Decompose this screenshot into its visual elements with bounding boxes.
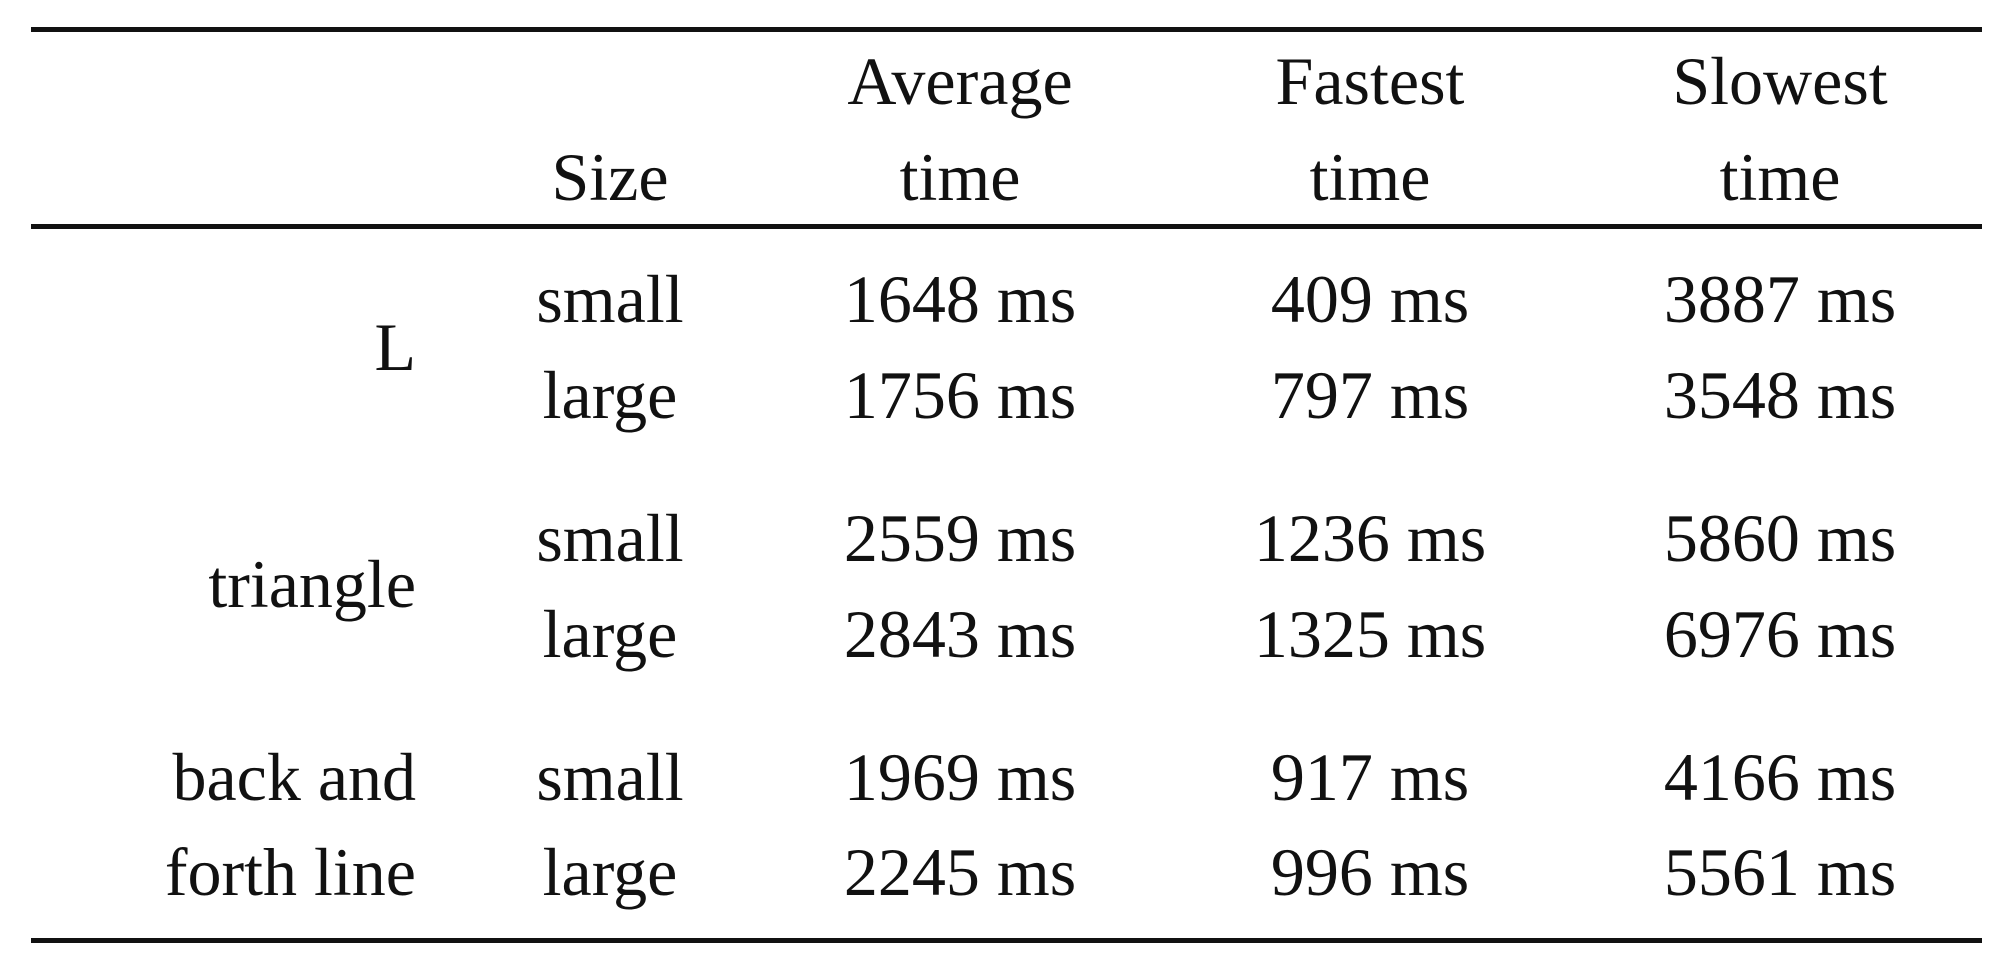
size-cell: small [536, 500, 684, 576]
slowest-time-cell: 5860 ms [1663, 500, 1897, 576]
fastest-time-cell: 917 ms [1270, 739, 1470, 815]
slowest-time-cell: 3548 ms [1663, 357, 1897, 433]
average-time-cell: 1648 ms [843, 261, 1077, 337]
fastest-time-cell: 1236 ms [1253, 500, 1487, 576]
average-time-cell: 2245 ms [843, 834, 1077, 910]
shape-label-line2: forth line [164, 834, 416, 910]
average-time-cell: 2559 ms [843, 500, 1077, 576]
average-time-cell: 1756 ms [843, 357, 1077, 433]
slowest-time-cell: 5561 ms [1663, 834, 1897, 910]
header-slowest-line1: Slowest [1672, 43, 1888, 119]
header-fastest-line2: time [1309, 139, 1431, 215]
header-average-line1: Average [847, 43, 1073, 119]
shape-label-line1: back and [172, 739, 416, 815]
table-bottom-rule [31, 938, 1982, 943]
header-average-line2: time [899, 139, 1021, 215]
header-slowest-line2: time [1719, 139, 1841, 215]
shape-label: triangle [208, 546, 416, 622]
size-cell: small [536, 739, 684, 815]
size-cell: large [542, 596, 678, 672]
size-cell: small [536, 261, 684, 337]
header-fastest-line1: Fastest [1275, 43, 1465, 119]
average-time-cell: 1969 ms [843, 739, 1077, 815]
fastest-time-cell: 996 ms [1270, 834, 1470, 910]
fastest-time-cell: 409 ms [1270, 261, 1470, 337]
slowest-time-cell: 3887 ms [1663, 261, 1897, 337]
slowest-time-cell: 4166 ms [1663, 739, 1897, 815]
fastest-time-cell: 1325 ms [1253, 596, 1487, 672]
header-bottom-rule [31, 224, 1982, 229]
table-top-rule [31, 27, 1982, 32]
header-size: Size [551, 139, 669, 215]
size-cell: large [542, 834, 678, 910]
slowest-time-cell: 6976 ms [1663, 596, 1897, 672]
shape-label: L [374, 309, 416, 385]
fastest-time-cell: 797 ms [1270, 357, 1470, 433]
size-cell: large [542, 357, 678, 433]
average-time-cell: 2843 ms [843, 596, 1077, 672]
